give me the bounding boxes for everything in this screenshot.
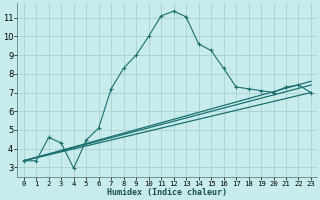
X-axis label: Humidex (Indice chaleur): Humidex (Indice chaleur)	[107, 188, 227, 197]
